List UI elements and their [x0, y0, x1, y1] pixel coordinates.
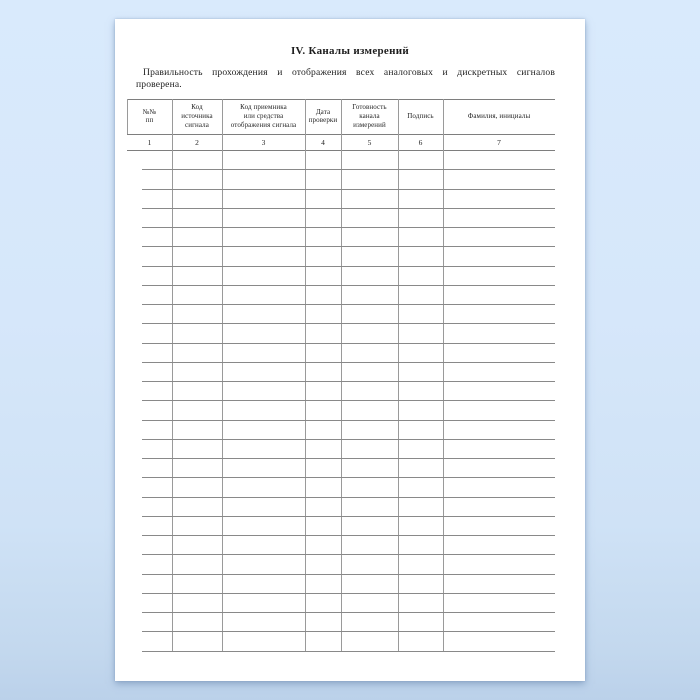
table-row	[127, 150, 555, 169]
grid-line-horizontal	[142, 592, 555, 594]
column-header-6: Подпись	[407, 111, 434, 120]
grid-line-horizontal	[142, 419, 555, 421]
column-number-7: 7	[497, 137, 501, 147]
column-number-6: 6	[418, 137, 423, 147]
table-row	[127, 554, 555, 573]
grid-line-horizontal	[142, 573, 555, 575]
grid-line-horizontal	[142, 284, 555, 286]
paragraph-line: Правильность прохождения и отображения в…	[143, 67, 555, 78]
table-row	[127, 304, 555, 323]
grid-line-horizontal	[142, 515, 555, 517]
grid-line-horizontal	[142, 631, 555, 633]
table-row	[127, 420, 555, 439]
grid-line-vertical	[127, 98, 128, 134]
grid-line-horizontal	[142, 477, 555, 479]
document-page: IV. Каналы измерений Правильность прохож…	[115, 19, 585, 681]
table-row	[127, 497, 555, 516]
column-number-4: 4	[321, 137, 325, 147]
paragraph-line: проверена.	[136, 79, 182, 91]
column-number-3: 3	[261, 137, 266, 147]
grid-line-vertical	[341, 98, 342, 651]
grid-line-horizontal	[142, 265, 555, 267]
table-row	[127, 285, 555, 304]
grid-line-horizontal	[142, 207, 555, 209]
table-row	[127, 439, 555, 458]
grid-line-horizontal	[142, 400, 555, 402]
column-number-2: 2	[195, 137, 199, 147]
column-number-1: 1	[147, 137, 152, 147]
grid-line-horizontal	[142, 496, 555, 498]
grid-line-horizontal	[142, 650, 555, 652]
table-row	[127, 631, 555, 650]
column-header-7: Фамилия, инициалы	[467, 111, 531, 120]
grid-line-horizontal	[142, 612, 555, 613]
grid-line-vertical	[443, 98, 444, 651]
table-row	[127, 323, 555, 342]
table-row	[127, 381, 555, 400]
column-header-3: Код приемника или средства отображения с…	[230, 103, 297, 129]
grid-line-horizontal	[142, 554, 555, 556]
grid-line-vertical	[305, 98, 306, 651]
table-row	[127, 458, 555, 477]
grid-line-horizontal	[142, 361, 555, 363]
table-row	[127, 400, 555, 419]
grid-line-vertical	[222, 98, 223, 651]
column-header-2: Код источника сигнала	[181, 103, 213, 129]
grid-line-horizontal	[142, 169, 555, 171]
column-header-5: Готовность канала измерений	[352, 103, 387, 129]
grid-line-vertical	[398, 98, 399, 651]
column-header-4: Дата проверки	[308, 107, 338, 125]
grid-line-horizontal	[142, 188, 555, 190]
measurement-channels-table: №№ пп 1 Код источника сигнала 2 Код приемник…	[127, 98, 555, 652]
column-number-5: 5	[367, 137, 372, 147]
table-row	[127, 516, 555, 535]
grid-line-horizontal	[142, 458, 555, 459]
column-header-1: №№ пп	[142, 107, 157, 125]
table-row	[127, 266, 555, 285]
grid-line-horizontal	[142, 438, 555, 440]
table-row	[127, 593, 555, 612]
table-row	[127, 208, 555, 227]
table-row	[127, 169, 555, 188]
grid-line-vertical	[172, 98, 173, 651]
grid-line-horizontal	[142, 342, 555, 344]
table-row	[127, 535, 555, 554]
table-row	[127, 246, 555, 265]
grid-line-horizontal	[142, 227, 555, 228]
grid-line-horizontal	[142, 246, 555, 248]
table-row	[127, 343, 555, 362]
grid-line-horizontal	[142, 323, 555, 325]
table-row	[127, 362, 555, 381]
grid-line-horizontal	[142, 304, 555, 305]
section-title: IV. Каналы измерений	[290, 45, 410, 57]
table-row	[127, 189, 555, 208]
paragraph: Правильность прохождения и отображения в…	[136, 67, 555, 92]
grid-line-horizontal	[142, 535, 555, 536]
table-row	[127, 477, 555, 496]
table-row	[127, 227, 555, 246]
table-row	[127, 574, 555, 593]
grid-line-horizontal	[142, 381, 555, 382]
table-row	[127, 612, 555, 631]
